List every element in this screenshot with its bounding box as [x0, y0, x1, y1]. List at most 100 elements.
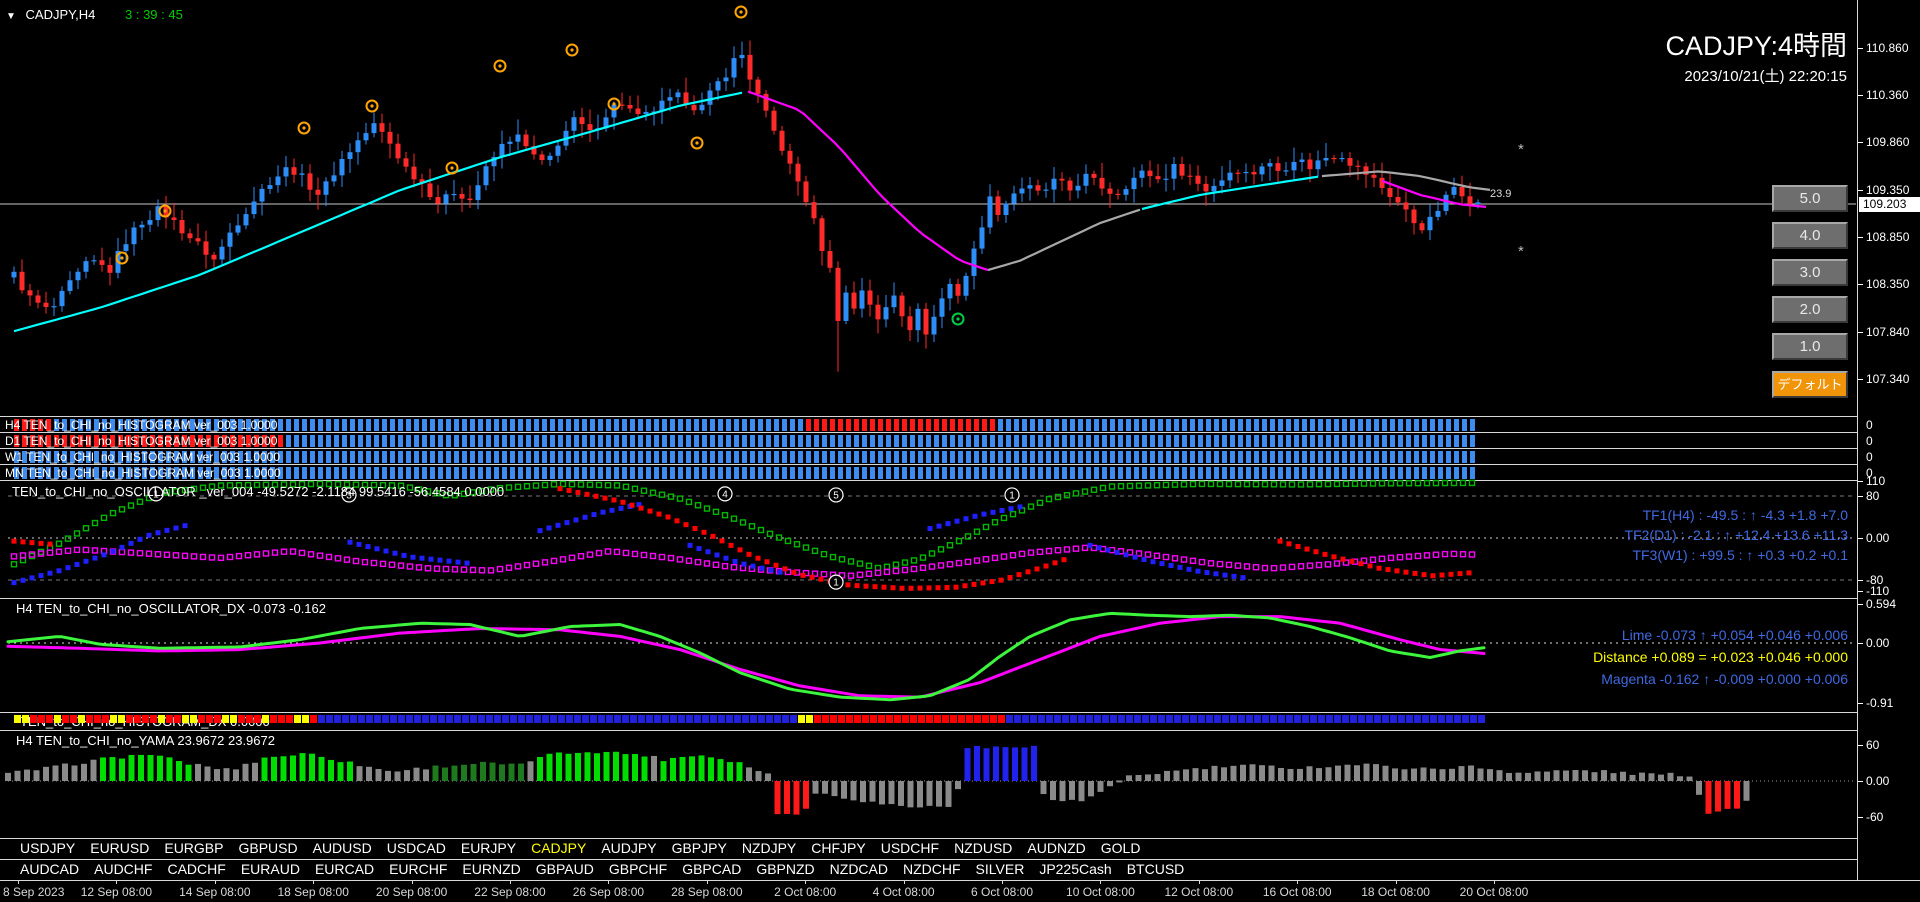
zoom-button-2.0[interactable]: 2.0	[1772, 296, 1848, 323]
symbol-tab-nzdcad[interactable]: NZDCAD	[829, 861, 888, 877]
axis-tick-mark	[1858, 538, 1863, 539]
symbol-tab-eurchf[interactable]: EURCHF	[389, 861, 448, 877]
time-axis-label: 18 Oct 08:00	[1361, 885, 1430, 899]
symbol-tab-nzdjpy[interactable]: NZDJPY	[741, 840, 797, 856]
symbol-tab-eurjpy[interactable]: EURJPY	[460, 840, 517, 856]
chart-title: CADJPY:4時間	[1665, 31, 1847, 61]
axis-tick-label: 108.350	[1866, 277, 1910, 292]
symbol-tab-euraud[interactable]: EURAUD	[240, 861, 300, 877]
time-axis-label: 2 Oct 08:00	[774, 885, 837, 899]
symbol-tab-gbpusd[interactable]: GBPUSD	[238, 840, 298, 856]
panel-separator	[0, 432, 1920, 433]
axis-tick-mark	[1858, 95, 1863, 97]
time-axis-label: 18 Sep 08:00	[277, 885, 349, 899]
time-axis-tick	[1297, 880, 1299, 884]
price-axis-column	[1857, 0, 1920, 880]
symbol-tab-chfjpy[interactable]: CHFJPY	[811, 840, 866, 856]
time-axis-tick	[805, 880, 807, 884]
symbol-tab-eurcad[interactable]: EURCAD	[314, 861, 375, 877]
axis-tick-mark	[1858, 703, 1863, 704]
symbol-tab-nzdchf[interactable]: NZDCHF	[903, 861, 961, 877]
zoom-button-1.0[interactable]: 1.0	[1772, 333, 1848, 360]
panel-separator	[0, 838, 1920, 839]
yama-histogram	[5, 745, 1856, 815]
symbol-tab-audnzd[interactable]: AUDNZD	[1027, 840, 1086, 856]
panel-separator	[0, 712, 1920, 713]
time-axis-label: 10 Oct 08:00	[1066, 885, 1135, 899]
default-zoom-button[interactable]: デフォルト	[1772, 371, 1848, 398]
time-axis-tick	[903, 880, 905, 884]
axis-tick-mark	[1858, 237, 1863, 239]
dx-legend-line: Distance +0.089 = +0.023 +0.046 +0.000	[1593, 649, 1848, 665]
symbol-tab-gbpchf[interactable]: GBPCHF	[608, 861, 668, 877]
axis-tick-label: 0	[1866, 434, 1873, 448]
symbol-tab-gbpcad[interactable]: GBPCAD	[682, 861, 742, 877]
symbol-tab-btcusd[interactable]: BTCUSD	[1126, 861, 1185, 877]
axis-tick-mark	[1858, 580, 1863, 581]
symbol-tab-eurnzd[interactable]: EURNZD	[462, 861, 521, 877]
chart-datetime: 2023/10/21(土) 22:20:15	[1684, 68, 1847, 85]
time-axis-label: 16 Oct 08:00	[1262, 885, 1332, 899]
axis-tick-label: 0.594	[1866, 597, 1897, 611]
symbol-tab-audusd[interactable]: AUDUSD	[312, 840, 372, 856]
symbol-tab-audcad[interactable]: AUDCAD	[20, 861, 80, 877]
symbol-tab-usdchf[interactable]: USDCHF	[880, 840, 940, 856]
zoom-button-4.0[interactable]: 4.0	[1772, 222, 1848, 249]
time-axis-tick	[18, 880, 19, 884]
axis-tick-mark	[1858, 332, 1863, 334]
symbol-tab-gbpnzd[interactable]: GBPNZD	[756, 861, 815, 877]
symbol-tab-gbpjpy[interactable]: GBPJPY	[671, 840, 727, 856]
symbol-tab-eurgbp[interactable]: EURGBP	[164, 840, 224, 856]
time-axis-tick	[706, 880, 708, 884]
axis-tick-label: -60	[1866, 810, 1884, 824]
symbol-tab-row-2: AUDCAD AUDCHF CADCHF EURAUD EURCAD EURCHF EURN…	[0, 861, 1876, 877]
axis-tick-label: 60	[1866, 738, 1880, 752]
time-axis-tick	[1100, 880, 1102, 884]
svg-text:5: 5	[833, 490, 839, 501]
symbol-tab-cadchf[interactable]: CADCHF	[167, 861, 226, 877]
symbol-tab-jp225cash[interactable]: JP225Cash	[1039, 861, 1112, 877]
zoom-button-3.0[interactable]: 3.0	[1772, 259, 1848, 286]
axis-tick-label: 108.850	[1866, 230, 1910, 245]
axis-tick-label: -0.91	[1866, 696, 1894, 710]
svg-text:1: 1	[833, 578, 839, 589]
time-axis-label: 12 Oct 08:00	[1164, 885, 1234, 899]
symbol-tab-nzdusd[interactable]: NZDUSD	[954, 840, 1013, 856]
time-axis-tick	[1002, 880, 1003, 884]
symbol-tab-audjpy[interactable]: AUDJPY	[601, 840, 657, 856]
time-axis-tick	[1395, 880, 1397, 884]
tf-readout-line: TF1(H4) : -49.5 : ↑ -4.3 +1.8 +7.0	[1642, 507, 1848, 523]
symbol-dropdown-icon[interactable]: ▼	[6, 11, 16, 22]
symbol-tab-usdjpy[interactable]: USDJPY	[20, 840, 76, 856]
symbol-tab-cadjpy[interactable]: CADJPY	[531, 840, 587, 856]
axis-tick-label: 0.00	[1866, 636, 1890, 650]
symbol-tab-eurusd[interactable]: EURUSD	[90, 840, 150, 856]
symbol-tab-gold[interactable]: GOLD	[1100, 840, 1141, 856]
oscillator-label: TEN_to_CHI_no_OSCILLATOR _ver_004 -49.52…	[12, 484, 505, 499]
svg-text:1: 1	[1009, 490, 1015, 501]
axis-tick-mark	[1858, 142, 1863, 144]
symbol-tab-silver[interactable]: SILVER	[975, 861, 1025, 877]
axis-tick-label: 109.860	[1866, 135, 1910, 150]
panel-separator	[0, 464, 1920, 465]
axis-tick-mark	[1858, 591, 1863, 592]
symbol-tab-gbpaud[interactable]: GBPAUD	[535, 861, 594, 877]
symbol-tab-row-1: USDJPY EURUSD EURGBP GBPUSD AUDUSD USDCAD EURJ…	[0, 840, 1876, 856]
chart-header-left: ▼ CADJPY,H4 3 : 39 : 45	[6, 7, 183, 22]
dx-legend-line: Magenta -0.162 ↑ -0.009 +0.000 +0.006	[1601, 671, 1848, 687]
time-axis-label: 4 Oct 08:00	[872, 885, 935, 899]
symbol-tab-audchf[interactable]: AUDCHF	[94, 861, 153, 877]
axis-tick-mark	[1858, 284, 1863, 286]
histogram-dx-label: TEN_to_CHI_no_HISTOGRAM_DX 0.0000	[20, 714, 270, 729]
time-axis-label: 8 Sep 2023	[3, 885, 65, 899]
tf-readout-line: TF2(D1) : -2.1 : ↑ +12.4 +13.6 +11.3	[1624, 527, 1848, 543]
axis-tick-mark	[1858, 604, 1863, 605]
time-axis-label: 22 Sep 08:00	[474, 885, 546, 899]
chart-title-block: CADJPY:4時間 2023/10/21(土) 22:20:15	[1665, 24, 1847, 86]
time-axis-label: 20 Sep 08:00	[375, 885, 448, 899]
symbol-tab-usdcad[interactable]: USDCAD	[386, 840, 446, 856]
time-axis-tick	[313, 880, 315, 884]
signal-markers	[115, 5, 965, 326]
zoom-button-5.0[interactable]: 5.0	[1772, 185, 1848, 212]
